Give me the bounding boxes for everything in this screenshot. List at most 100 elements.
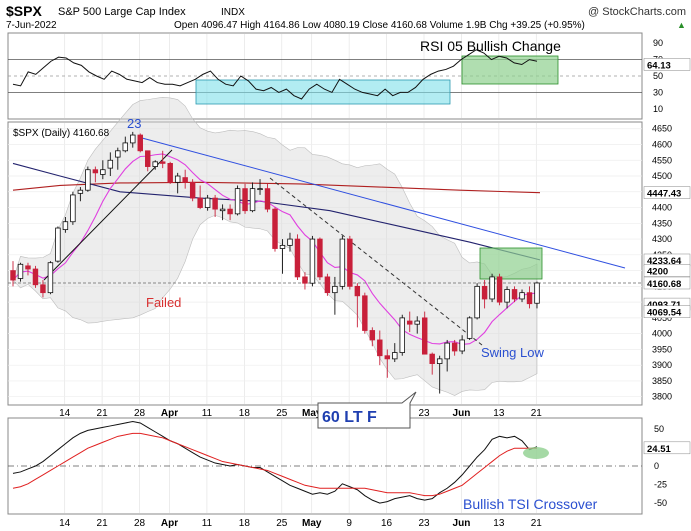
peak-annotation: 23 bbox=[127, 116, 141, 131]
dashed-trendline bbox=[269, 177, 483, 346]
price-tick-label: 3950 bbox=[652, 344, 672, 354]
price-tick-label: 4300 bbox=[652, 234, 672, 244]
x-tick-label: 25 bbox=[276, 518, 288, 529]
exchange-label: INDX bbox=[221, 7, 245, 18]
rsi-range-box bbox=[195, 79, 451, 105]
value-tag: 24.51 bbox=[643, 441, 691, 455]
price-tick-label: 3800 bbox=[652, 392, 672, 402]
price-tick-label: 4350 bbox=[652, 218, 672, 228]
candlestick bbox=[197, 185, 203, 210]
rsi-tick-label: 90 bbox=[653, 38, 663, 48]
candlestick bbox=[294, 234, 301, 281]
candlestick bbox=[242, 183, 248, 214]
price-panel-title: $SPX (Daily) 4160.68 bbox=[13, 128, 110, 139]
x-tick-label: 14 bbox=[59, 408, 71, 419]
candlestick bbox=[174, 172, 181, 194]
candlestick bbox=[377, 330, 383, 366]
candlestick bbox=[249, 182, 256, 213]
svg-text:24.51: 24.51 bbox=[647, 444, 671, 455]
value-tag: 64.13 bbox=[643, 58, 691, 71]
x-tick-label: 13 bbox=[493, 518, 505, 529]
candlestick bbox=[145, 150, 151, 172]
index-name: S&P 500 Large Cap Index bbox=[58, 6, 186, 18]
x-tick-label: 11 bbox=[202, 408, 213, 419]
price-tick-label: 3900 bbox=[652, 360, 672, 370]
candlestick bbox=[429, 352, 435, 375]
candlestick bbox=[399, 314, 405, 356]
x-tick-label: 28 bbox=[134, 408, 146, 419]
swing-low-annotation: Swing Low bbox=[481, 345, 544, 360]
consolidation-box bbox=[479, 247, 543, 280]
candlestick bbox=[189, 179, 196, 202]
candlestick bbox=[32, 265, 39, 288]
rsi-line bbox=[12, 49, 538, 100]
candlestick bbox=[115, 147, 121, 170]
tsi-line bbox=[12, 420, 538, 504]
candlestick bbox=[302, 272, 308, 290]
tsi-tick-label: -25 bbox=[654, 480, 667, 490]
value-tag: 4447.43 bbox=[643, 186, 691, 200]
candlestick bbox=[347, 235, 353, 290]
x-tick-label: Apr bbox=[161, 518, 178, 529]
x-tick-label: 28 bbox=[134, 518, 146, 529]
candlestick bbox=[70, 191, 76, 225]
candlestick bbox=[534, 281, 540, 309]
rsi-tick-label: 30 bbox=[653, 87, 663, 97]
callout-box bbox=[317, 391, 417, 429]
up-arrow-icon: ▲ bbox=[677, 20, 686, 30]
candlestick bbox=[227, 204, 233, 221]
svg-text:4069.54: 4069.54 bbox=[647, 308, 682, 319]
value-tag: 4200 bbox=[643, 264, 691, 278]
candlestick bbox=[40, 280, 46, 298]
x-tick-label: 13 bbox=[493, 408, 505, 419]
candlestick bbox=[25, 262, 31, 276]
x-tick-label: 9 bbox=[346, 518, 352, 529]
price-tick-label: 4000 bbox=[652, 329, 672, 339]
candlestick bbox=[130, 131, 136, 148]
price-tick-label: 4500 bbox=[652, 171, 672, 181]
tsi-tick-label: 0 bbox=[654, 461, 659, 471]
candlestick bbox=[309, 235, 316, 287]
svg-text:4447.43: 4447.43 bbox=[647, 189, 681, 200]
price-tick-label: 4600 bbox=[652, 139, 672, 149]
candlestick bbox=[384, 349, 391, 378]
price-band bbox=[12, 97, 538, 396]
candlestick bbox=[77, 187, 84, 202]
candlestick bbox=[212, 194, 218, 217]
candlestick bbox=[10, 261, 16, 287]
candlestick bbox=[17, 262, 24, 282]
candlestick bbox=[481, 280, 488, 309]
value-tags: 64.134447.434233.6442004160.684093.71406… bbox=[643, 58, 691, 455]
tsi-series bbox=[12, 420, 538, 504]
rsi-series bbox=[12, 49, 538, 100]
price-tick-label: 4550 bbox=[652, 155, 672, 165]
watermark: @ StockCharts.com bbox=[588, 6, 686, 18]
x-tick-label: 23 bbox=[418, 408, 430, 419]
candlestick bbox=[62, 217, 69, 233]
candlestick bbox=[272, 207, 278, 252]
x-tick-label: 21 bbox=[97, 518, 109, 529]
candlesticks bbox=[10, 131, 540, 394]
candlestick bbox=[182, 169, 188, 189]
x-tick-label: 21 bbox=[531, 518, 543, 529]
x-tick-label: Jun bbox=[453, 408, 471, 419]
candlestick bbox=[287, 232, 293, 252]
rsi-tick-label: 10 bbox=[653, 104, 663, 114]
price-tick-label: 4650 bbox=[652, 124, 672, 134]
x-tick-label: 16 bbox=[381, 518, 393, 529]
x-tick-label: May bbox=[302, 518, 322, 529]
candlestick bbox=[511, 286, 518, 303]
candlestick bbox=[332, 276, 338, 315]
candlestick bbox=[107, 152, 114, 177]
ma-fast-line bbox=[12, 153, 538, 346]
tsi-signal-line bbox=[12, 432, 537, 497]
candlestick bbox=[85, 166, 91, 192]
candlestick bbox=[204, 194, 211, 211]
ohlc-stats: Open 4096.47 High 4164.86 Low 4080.19 Cl… bbox=[174, 20, 585, 31]
svg-text:4233.64: 4233.64 bbox=[647, 256, 682, 267]
candlestick bbox=[407, 311, 413, 333]
up-trendline bbox=[43, 149, 173, 281]
candlestick bbox=[167, 161, 173, 184]
svg-text:4160.68: 4160.68 bbox=[647, 279, 681, 290]
